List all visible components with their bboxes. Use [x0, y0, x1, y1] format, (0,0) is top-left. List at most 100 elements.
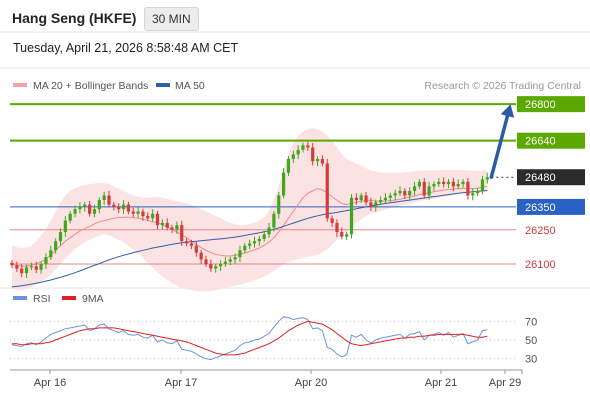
- candle-body: [485, 177, 489, 180]
- candle-body: [340, 232, 344, 237]
- candle-body: [24, 267, 29, 274]
- timeframe-badge[interactable]: 30 MIN: [144, 7, 199, 31]
- level-label-26100: 26100: [525, 259, 556, 271]
- candle-body: [194, 245, 198, 253]
- candle-body: [146, 216, 150, 219]
- level-label-26640: 26640: [525, 136, 556, 148]
- candle-body: [58, 232, 63, 242]
- candle-body: [78, 206, 82, 210]
- candle-body: [315, 158, 320, 162]
- candle-body: [238, 250, 242, 258]
- candle-body: [412, 186, 417, 191]
- candle-body: [155, 213, 160, 226]
- candle-body: [189, 243, 194, 246]
- candle-body: [282, 172, 286, 196]
- candles-layer: [10, 141, 489, 278]
- candle-body: [20, 268, 24, 274]
- candle-body: [335, 222, 339, 233]
- instrument-title: Hang Seng (HKFE): [12, 10, 137, 26]
- x-tick-label: Apr 21: [425, 377, 457, 389]
- candle-body: [408, 190, 412, 196]
- rsi-ma-legend-swatch: [62, 296, 76, 300]
- candle-body: [451, 181, 455, 187]
- candle-body: [102, 195, 106, 201]
- x-tick-label: Apr 20: [295, 377, 327, 389]
- candle-body: [345, 234, 349, 237]
- candle-body: [180, 225, 184, 242]
- candle-body: [364, 195, 368, 203]
- ma50-line: [11, 190, 488, 288]
- candle-body: [223, 261, 227, 265]
- candle-body: [374, 202, 378, 207]
- candle-body: [349, 197, 354, 235]
- level-label-26250: 26250: [525, 225, 556, 237]
- candle-body: [44, 257, 48, 265]
- candle-body: [185, 241, 189, 244]
- rsi-tick-30: 30: [525, 354, 537, 366]
- candle-body: [466, 181, 470, 196]
- candle-body: [262, 234, 266, 239]
- source-credit: Research © 2026 Trading Central: [424, 80, 581, 92]
- candle-body: [301, 145, 305, 150]
- candle-body: [97, 200, 101, 210]
- candle-body: [393, 193, 397, 196]
- rsi-legend-swatch: [13, 296, 27, 300]
- rsi-ma9-line: [12, 320, 488, 356]
- level-tag-26640: [517, 132, 585, 149]
- candle-body: [422, 181, 426, 196]
- level-labels-layer: 26800 26640 26480 26350 26250 26100: [517, 96, 585, 271]
- projection-arrow-head: [500, 104, 515, 118]
- candle-body: [131, 211, 135, 214]
- x-tick-label: Apr 16: [34, 377, 66, 389]
- candle-body: [291, 154, 295, 159]
- candle-body: [34, 266, 38, 270]
- candle-body: [83, 204, 87, 207]
- candle-body: [388, 195, 392, 198]
- candle-body: [461, 181, 465, 185]
- candle-body: [354, 197, 358, 201]
- candle-body: [277, 195, 281, 214]
- candle-body: [369, 202, 373, 207]
- level-label-26480: 26480: [525, 172, 556, 184]
- candle-body: [126, 204, 130, 212]
- candle-body: [379, 200, 383, 203]
- rsi-legend-label: RSI: [33, 293, 51, 305]
- candle-body: [92, 209, 97, 214]
- candle-body: [480, 179, 485, 191]
- candle-body: [39, 264, 43, 270]
- candle-body: [359, 195, 363, 201]
- x-tick-label: Apr 29: [489, 377, 521, 389]
- candle-body: [320, 158, 324, 164]
- level-tag-26350: [517, 198, 585, 215]
- candle-body: [73, 209, 77, 214]
- candle-body: [160, 222, 164, 226]
- candle-body: [88, 204, 92, 214]
- candle-body: [121, 204, 126, 210]
- candle-body: [141, 211, 145, 217]
- candle-body: [175, 225, 179, 230]
- projection-arrow-shaft: [489, 108, 511, 179]
- candle-body: [471, 193, 475, 196]
- candle-body: [456, 184, 460, 187]
- candle-body: [112, 204, 116, 207]
- bollinger-legend-swatch: [13, 83, 27, 87]
- candle-body: [403, 190, 407, 196]
- candle-body: [383, 197, 388, 201]
- candle-body: [330, 218, 334, 223]
- candle-body: [432, 184, 436, 187]
- x-axis-ticks: Apr 16 Apr 17 Apr 20 Apr 21 Apr 29: [34, 370, 521, 389]
- candle-body: [272, 213, 276, 228]
- candle-body: [209, 264, 213, 269]
- candle-body: [136, 211, 140, 214]
- candle-body: [165, 222, 169, 228]
- level-label-26800: 26800: [525, 99, 556, 111]
- candle-body: [248, 243, 252, 246]
- candle-body: [228, 259, 232, 262]
- bollinger-band-layer: [12, 128, 488, 292]
- candle-body: [417, 181, 421, 187]
- candle-body: [214, 266, 218, 269]
- ma50-legend-swatch: [156, 83, 170, 87]
- candle-body: [296, 149, 300, 155]
- candle-body: [49, 250, 53, 258]
- candle-body: [252, 241, 257, 244]
